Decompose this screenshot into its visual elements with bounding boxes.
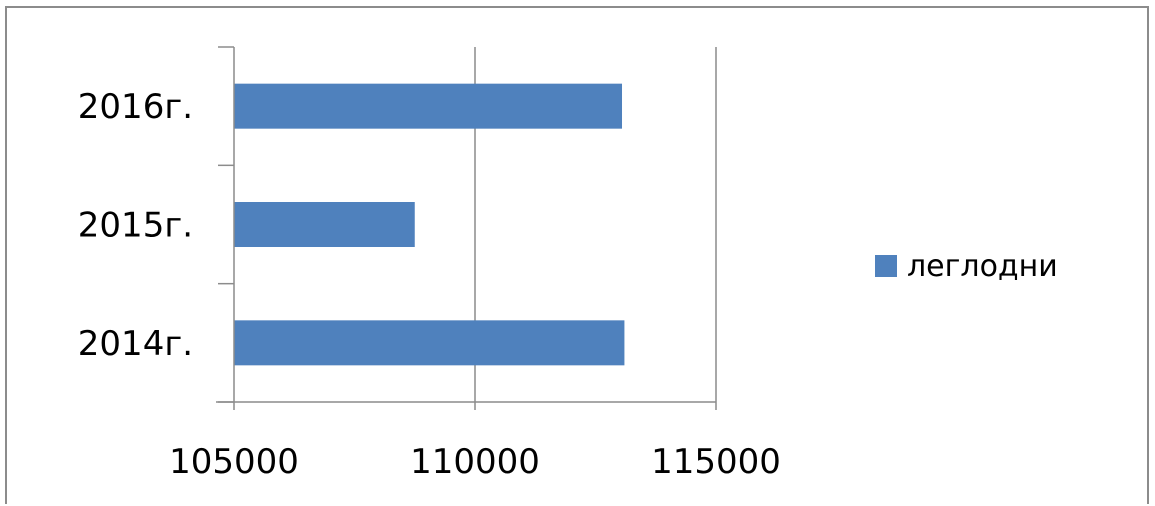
y-tick-label: 2016г.	[78, 87, 193, 127]
x-tick-labels: 105000 110000 115000	[169, 442, 781, 482]
axes	[216, 46, 716, 410]
x-tick-label: 105000	[169, 442, 299, 482]
legend-label: леглодни	[907, 249, 1058, 284]
chart-frame	[5, 6, 1149, 504]
bar	[234, 202, 415, 247]
y-tick-label: 2014г.	[78, 324, 193, 364]
x-tick-label: 115000	[651, 442, 781, 482]
y-tick-labels: 2016г. 2015г. 2014г.	[78, 87, 193, 364]
bar	[234, 83, 623, 129]
legend: леглодни	[875, 249, 1058, 284]
legend-swatch	[875, 255, 897, 277]
bars	[234, 83, 625, 366]
x-tick-label: 110000	[410, 442, 540, 482]
y-tick-label: 2015г.	[78, 206, 193, 246]
bar	[234, 320, 625, 366]
